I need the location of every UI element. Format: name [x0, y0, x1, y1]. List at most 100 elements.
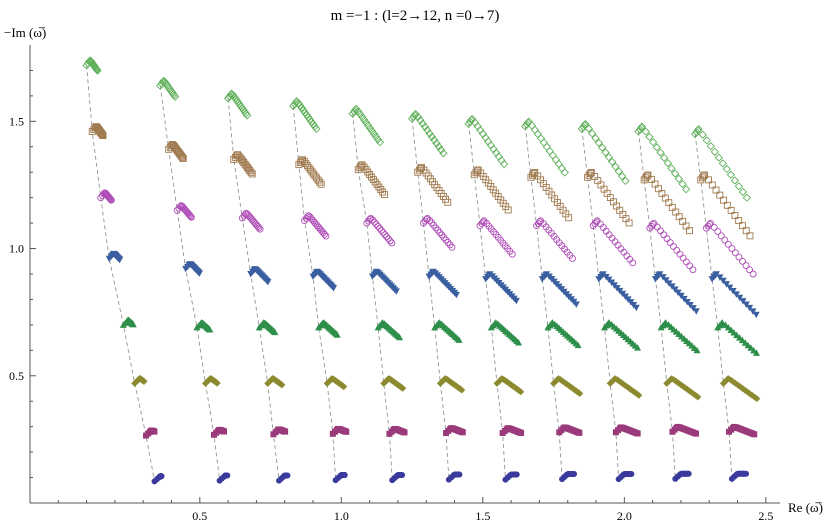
data-point	[728, 245, 736, 253]
data-point	[99, 131, 106, 139]
data-point	[362, 118, 371, 127]
data-point	[271, 328, 279, 336]
data-point	[107, 196, 115, 204]
data-point	[243, 111, 252, 120]
data-point	[299, 106, 308, 115]
l-guide-line	[292, 106, 337, 481]
data-point	[641, 127, 650, 136]
data-point	[714, 228, 722, 236]
data-point	[158, 473, 165, 480]
data-point	[381, 191, 388, 198]
data-point	[518, 429, 525, 436]
data-point	[720, 196, 728, 204]
data-point	[388, 239, 396, 247]
x-tick-label: 0.5	[192, 509, 207, 522]
data-point	[678, 179, 687, 189]
x-tick-label: 1.0	[334, 509, 349, 522]
data-point	[569, 255, 576, 262]
data-point	[399, 384, 407, 392]
data-point	[186, 211, 194, 219]
data-point	[425, 129, 434, 138]
data-point	[282, 428, 289, 435]
data-point	[379, 188, 387, 196]
data-point	[371, 132, 381, 141]
data-point	[667, 164, 676, 173]
data-point	[702, 136, 711, 145]
data-point	[685, 470, 692, 477]
data-point	[341, 472, 348, 479]
data-point	[365, 124, 375, 133]
data-point	[360, 115, 369, 124]
data-point	[310, 122, 319, 131]
data-point	[430, 135, 439, 145]
data-point	[322, 232, 330, 240]
data-point	[722, 164, 731, 174]
data-point	[746, 232, 754, 240]
data-point	[99, 132, 107, 140]
data-point	[396, 333, 404, 341]
y-tick-label: 0.5	[9, 369, 24, 383]
data-point	[364, 168, 372, 176]
data-point	[574, 341, 582, 349]
data-point	[367, 214, 375, 222]
data-point	[401, 429, 408, 436]
data-point	[716, 274, 724, 281]
data-point	[459, 429, 466, 436]
data-point	[377, 227, 385, 234]
data-point	[468, 114, 477, 124]
data-point	[598, 143, 607, 152]
data-point	[663, 158, 672, 168]
data-point	[635, 391, 643, 399]
data-point	[151, 428, 158, 435]
data-point	[660, 153, 669, 162]
data-point	[723, 201, 731, 209]
data-point	[369, 176, 377, 184]
data-point	[255, 224, 263, 232]
data-point	[743, 470, 750, 477]
data-point	[439, 149, 448, 158]
data-point	[732, 291, 740, 298]
data-point	[634, 430, 641, 437]
data-point	[256, 225, 264, 233]
data-point	[530, 125, 540, 134]
data-point	[420, 122, 430, 132]
x-tick-label: 2.0	[617, 509, 632, 522]
data-point	[714, 153, 723, 162]
data-point	[375, 138, 385, 147]
data-point	[614, 167, 623, 176]
data-point	[644, 171, 652, 179]
data-point	[746, 266, 754, 274]
data-point	[300, 108, 310, 117]
data-point	[632, 304, 640, 312]
data-point	[676, 250, 684, 258]
data-point	[584, 124, 594, 133]
l-guide-line	[524, 126, 563, 480]
data-point	[731, 212, 739, 219]
data-point	[710, 147, 719, 157]
l-guide-line	[227, 98, 280, 481]
data-point	[374, 222, 382, 230]
data-point	[618, 172, 627, 181]
data-point	[533, 129, 543, 139]
data-point	[187, 212, 195, 220]
data-point	[735, 253, 743, 261]
data-point	[742, 301, 750, 309]
data-point	[294, 99, 303, 108]
data-point	[305, 115, 315, 124]
data-point	[423, 126, 432, 135]
data-point	[648, 175, 656, 183]
data-point	[749, 308, 757, 315]
data-point	[362, 166, 370, 174]
l-guide-line	[581, 128, 620, 480]
data-point	[576, 429, 583, 436]
data-point	[724, 240, 732, 248]
data-point	[517, 388, 525, 396]
data-point	[679, 217, 687, 225]
data-point	[413, 112, 423, 122]
x-axis-label: Re (ω̅)	[788, 500, 823, 515]
data-point	[712, 271, 720, 278]
data-point	[363, 121, 373, 130]
data-point	[220, 428, 227, 435]
data-point	[434, 142, 443, 151]
data-point	[343, 428, 350, 435]
